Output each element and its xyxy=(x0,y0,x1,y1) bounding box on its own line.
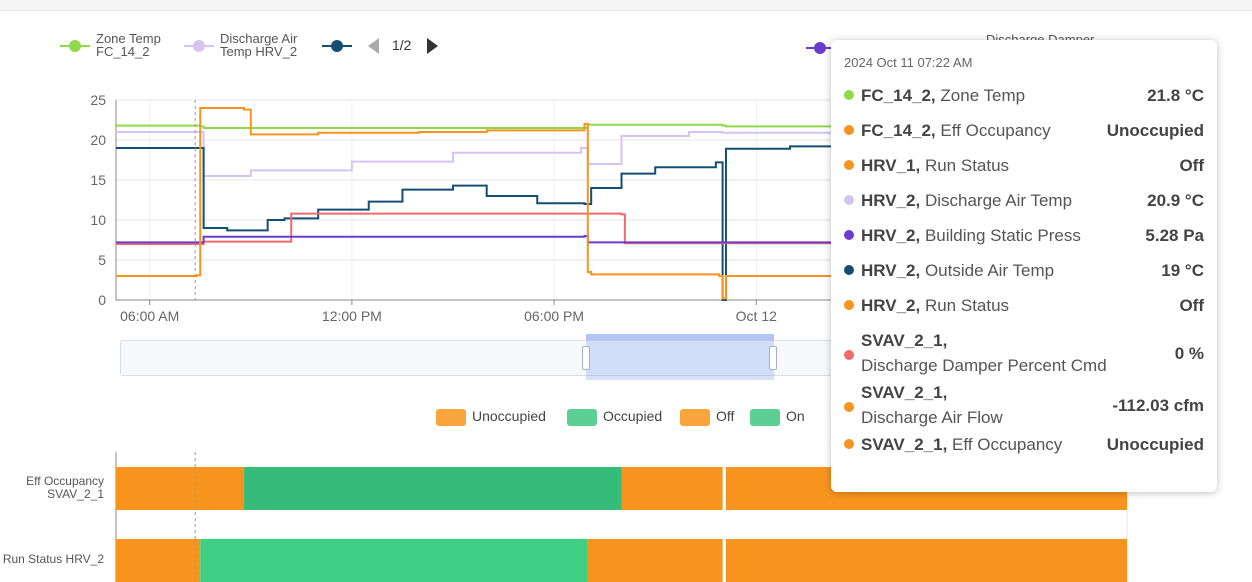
series-color-dot xyxy=(844,160,854,170)
tooltip-row: FC_14_2, Zone Temp 21.8 °C xyxy=(844,83,1204,118)
y-tick-label: 15 xyxy=(90,172,106,188)
timeline-segment xyxy=(116,467,245,510)
zoom-window[interactable] xyxy=(586,334,774,380)
legend-swatch xyxy=(750,408,780,426)
tooltip-row: HRV_2, Discharge Air Temp 20.9 °C xyxy=(844,188,1204,223)
series-line xyxy=(116,128,1128,177)
timeline-segment xyxy=(621,467,723,510)
tooltip-series-name: HRV_2, Run Status xyxy=(861,296,1010,315)
series-line xyxy=(116,212,1127,245)
tooltip-series-name: HRV_2, Outside Air Temp xyxy=(861,261,1055,280)
legend-page-indicator: 1/2 xyxy=(392,37,412,53)
tooltip-value: Unoccupied xyxy=(1106,435,1204,454)
y-tick-label: 5 xyxy=(98,252,106,268)
legend-dot xyxy=(69,40,81,52)
top-bar xyxy=(0,0,1252,11)
legend-label: Discharge Air Temp HRV_2 xyxy=(220,31,298,59)
status-legend-on[interactable]: On xyxy=(750,408,805,426)
series-color-dot xyxy=(844,230,854,240)
tooltip-value: 5.28 Pa xyxy=(1145,226,1204,245)
timeline-row-label-eff-occupancy: Eff Occupancy SVAV_2_1 xyxy=(26,474,104,501)
tooltip-row: FC_14_2, Eff Occupancy Unoccupied xyxy=(844,118,1204,153)
legend-swatch xyxy=(567,408,597,426)
series-line xyxy=(116,107,1127,300)
tooltip-series-name: HRV_2, Building Static Press xyxy=(861,226,1081,245)
tooltip-series-name: FC_14_2, Eff Occupancy xyxy=(861,121,1051,140)
tooltip-value: Off xyxy=(1179,296,1204,315)
tooltip-series-name: SVAV_2_1, Discharge Air Flow xyxy=(861,383,1003,427)
timeline-segment xyxy=(200,539,588,582)
tooltip-time: 2024 Oct 11 07:22 AM xyxy=(844,55,973,70)
legend-label: Off xyxy=(716,408,735,424)
tooltip-row: SVAV_2_1, Eff Occupancy Unoccupied xyxy=(844,432,1204,467)
y-tick-label: 20 xyxy=(90,132,106,148)
legend-swatch xyxy=(436,408,466,426)
y-tick-label: 10 xyxy=(90,212,106,228)
series-color-dot xyxy=(844,350,854,360)
timeline-segment xyxy=(244,467,622,510)
tooltip-value: 19 °C xyxy=(1161,261,1204,280)
tooltip: 2024 Oct 11 07:22 AM FC_14_2, Zone Temp 2… xyxy=(831,40,1217,492)
legend-swatch xyxy=(680,408,710,426)
tooltip-value: 21.8 °C xyxy=(1147,86,1204,105)
chevron-right-icon[interactable] xyxy=(427,38,438,54)
timeline-segment xyxy=(725,539,1127,582)
zoom-handle-right[interactable] xyxy=(769,346,777,370)
timeline-segment xyxy=(116,539,201,582)
tooltip-row: HRV_2, Outside Air Temp 19 °C xyxy=(844,258,1204,293)
tooltip-series-name: HRV_2, Discharge Air Temp xyxy=(861,191,1073,210)
legend-dot xyxy=(193,40,205,52)
zoom-handle-left[interactable] xyxy=(582,346,590,370)
tooltip-value: -112.03 cfm xyxy=(1112,396,1204,415)
x-tick-label: 06:00 PM xyxy=(524,308,584,324)
x-tick-label: Oct 12 xyxy=(736,308,777,324)
series-color-dot xyxy=(844,300,854,310)
tooltip-row: HRV_2, Building Static Press 5.28 Pa xyxy=(844,223,1204,258)
series-color-dot xyxy=(844,90,854,100)
chevron-left-icon[interactable] xyxy=(368,38,379,54)
y-tick-label: 25 xyxy=(90,92,106,108)
tooltip-series-name: SVAV_2_1, Eff Occupancy xyxy=(861,435,1063,454)
tooltip-value: Off xyxy=(1179,156,1204,175)
legend-dot xyxy=(814,42,826,54)
x-tick-label: 06:00 AM xyxy=(120,308,179,324)
timeline-segment xyxy=(587,539,723,582)
series-color-dot xyxy=(844,195,854,205)
tooltip-series-name: FC_14_2, Zone Temp xyxy=(861,86,1026,105)
legend-label: Zone Temp FC_14_2 xyxy=(96,31,161,59)
series-color-dot xyxy=(844,439,854,449)
legend-label: Occupied xyxy=(603,408,663,424)
series-line xyxy=(116,145,1128,301)
series-color-dot xyxy=(844,265,854,275)
status-legend-unoccupied[interactable]: Unoccupied xyxy=(436,408,546,426)
series-color-dot xyxy=(844,125,854,135)
series-color-dot xyxy=(844,402,854,412)
timeline-row-label-run-status: Run Status HRV_2 xyxy=(2,552,104,566)
status-legend-off[interactable]: Off xyxy=(680,408,734,426)
tooltip-value: 0 % xyxy=(1174,344,1204,363)
legend-dot xyxy=(331,40,343,52)
y-tick-label: 0 xyxy=(98,292,106,308)
tooltip-value: 20.9 °C xyxy=(1147,191,1204,210)
tooltip-row: HRV_2, Run Status Off xyxy=(844,293,1204,328)
status-legend-occupied[interactable]: Occupied xyxy=(567,408,662,426)
legend-label: Unoccupied xyxy=(472,408,546,424)
tooltip-row: HRV_1, Run Status Off xyxy=(844,153,1204,188)
tooltip-row: SVAV_2_1, Discharge Damper Percent Cmd 0 % xyxy=(844,328,1204,380)
x-tick-label: 12:00 PM xyxy=(322,308,382,324)
tooltip-series-name: SVAV_2_1, Discharge Damper Percent Cmd xyxy=(861,331,1107,375)
legend-label: On xyxy=(786,408,805,424)
tooltip-series-name: HRV_1, Run Status xyxy=(861,156,1010,175)
tooltip-value: Unoccupied xyxy=(1106,121,1204,140)
tooltip-row: SVAV_2_1, Discharge Air Flow -112.03 cfm xyxy=(844,380,1204,432)
